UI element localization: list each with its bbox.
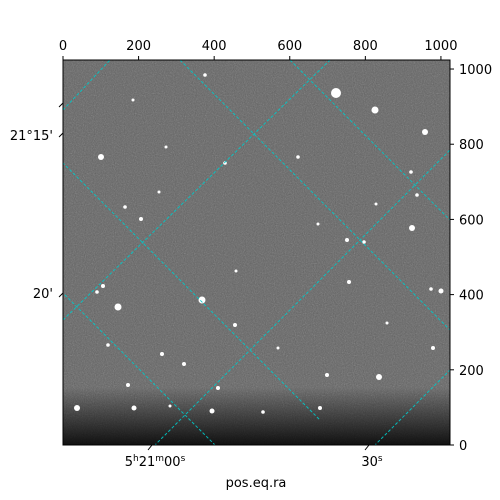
star	[160, 352, 164, 356]
grid-line	[179, 60, 450, 331]
grid-line	[63, 60, 111, 111]
grid-line	[374, 369, 450, 445]
star	[376, 374, 382, 380]
star	[168, 404, 172, 408]
dec-tick-marks	[58, 102, 64, 298]
right-axis-tick-label: 600	[459, 213, 484, 228]
star	[422, 129, 428, 135]
star	[371, 106, 379, 114]
dec-tick-label-1: 21°15'	[10, 129, 53, 144]
star	[233, 323, 237, 327]
star-field	[74, 73, 444, 414]
star	[209, 408, 215, 414]
star	[182, 362, 186, 366]
star	[409, 170, 413, 174]
star	[131, 98, 135, 102]
star	[374, 202, 378, 206]
star	[409, 225, 415, 231]
star	[415, 193, 419, 197]
star	[164, 145, 168, 149]
star	[157, 190, 161, 194]
coordinate-grid	[63, 60, 450, 445]
star	[198, 296, 206, 304]
top-pixel-axis: 0 200 400 600 800 1000	[59, 39, 457, 60]
right-axis-tick-label: 1000	[459, 63, 492, 78]
star	[296, 155, 300, 159]
right-axis-tick-label: 200	[459, 364, 484, 379]
right-axis-tick-label: 0	[459, 439, 467, 454]
star	[139, 217, 143, 221]
x-axis-label: pos.eq.ra	[226, 476, 287, 491]
ra-tick-label-2: 30s	[361, 454, 383, 470]
star	[385, 321, 389, 325]
star	[261, 410, 265, 414]
star	[345, 238, 349, 242]
sky-image	[63, 60, 450, 445]
star	[223, 161, 227, 165]
top-axis-tick-label: 400	[202, 39, 227, 54]
plot-frame	[62, 59, 451, 446]
star	[131, 405, 137, 411]
star	[325, 373, 329, 377]
top-axis-tick-label: 600	[277, 39, 302, 54]
star	[234, 269, 238, 273]
dec-tick-label-2: 20'	[33, 287, 53, 302]
star	[123, 205, 127, 209]
ra-tick-label-1: 5h21m00s	[125, 454, 186, 470]
star	[429, 287, 433, 291]
star	[106, 343, 110, 347]
star	[216, 386, 220, 390]
star	[362, 240, 366, 244]
ra-tick-marks	[147, 444, 370, 451]
star	[203, 73, 207, 77]
star	[318, 406, 322, 410]
top-axis-tick-label: 200	[126, 39, 151, 54]
star	[438, 288, 444, 294]
star	[126, 383, 130, 387]
star	[276, 346, 280, 350]
right-axis-tick-label: 800	[459, 138, 484, 153]
star	[101, 284, 105, 288]
right-pixel-axis: 0 200 400 600 800 1000	[450, 63, 492, 454]
star	[431, 346, 435, 350]
grid-line	[289, 60, 450, 221]
grid-line	[63, 162, 321, 421]
grid-line	[154, 149, 450, 445]
star	[347, 280, 351, 284]
top-axis-tick-label: 0	[59, 39, 67, 54]
right-axis-tick-label: 400	[459, 289, 484, 304]
star	[95, 290, 99, 294]
grid-line	[63, 292, 216, 445]
star	[331, 88, 341, 98]
grid-line	[63, 60, 331, 321]
star	[316, 222, 320, 226]
top-axis-tick-label: 800	[353, 39, 378, 54]
top-axis-tick-label: 1000	[424, 39, 457, 54]
star	[74, 405, 80, 411]
star	[98, 154, 104, 160]
star	[114, 303, 122, 311]
